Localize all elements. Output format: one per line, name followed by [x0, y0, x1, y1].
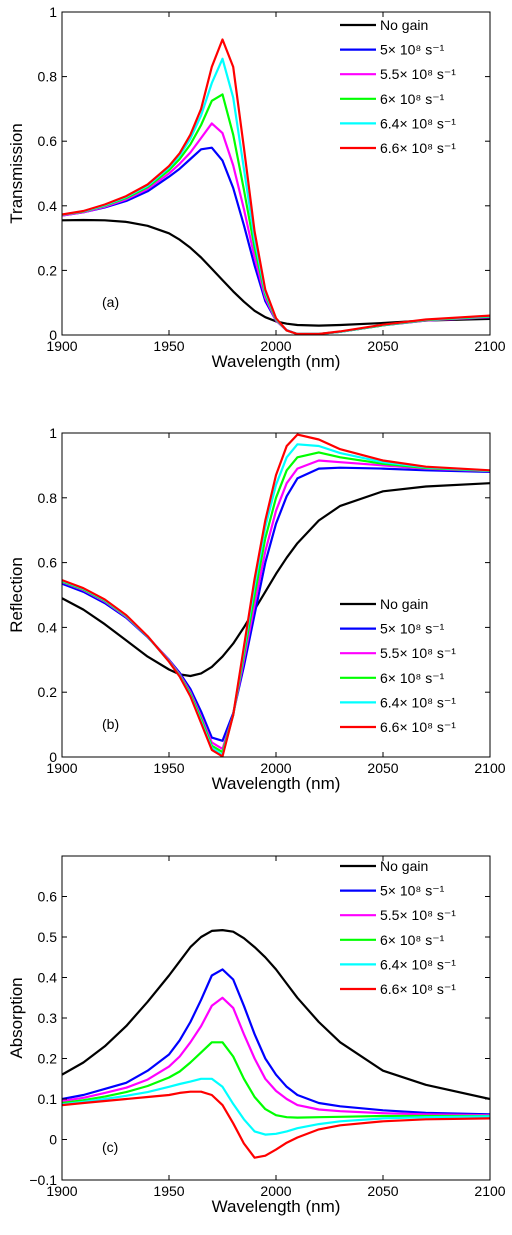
y-tick-label: 0.8 [38, 490, 58, 506]
y-axis-label: Absorption [7, 977, 26, 1058]
x-tick-label: 1900 [46, 1183, 77, 1199]
y-tick-label: 0.3 [38, 1010, 58, 1026]
y-axis-label: Transmission [7, 123, 26, 223]
y-tick-label: 1 [49, 425, 57, 441]
y-tick-label: 0.2 [38, 262, 58, 278]
series-line-g55 [62, 996, 490, 1117]
series-line-g6 [62, 1041, 490, 1119]
legend-entry: 5× 10⁸ s⁻¹ [380, 42, 445, 58]
x-tick-label: 2100 [474, 338, 505, 354]
legend-entry: No gain [380, 858, 428, 874]
x-tick-label: 2000 [260, 760, 291, 776]
y-tick-label: 0.6 [38, 889, 58, 905]
x-tick-label: 2100 [474, 1183, 505, 1199]
y-tick-label: 0.4 [38, 619, 58, 635]
legend: No gain 5× 10⁸ s⁻¹ 5.5× 10⁸ s⁻¹ 6× 10⁸ s⁻¹ 6… [340, 17, 456, 156]
y-tick-label: 0.8 [38, 69, 58, 85]
x-axis-label: Wavelength (nm) [212, 1197, 341, 1216]
y-tick-label: −0.1 [29, 1172, 57, 1188]
legend-entry: 6.6× 10⁸ s⁻¹ [380, 981, 456, 997]
x-tick-label: 1950 [153, 338, 184, 354]
x-tick-label: 1900 [46, 760, 77, 776]
series-line-g64 [62, 1077, 490, 1136]
series-line-g66 [62, 38, 490, 335]
x-tick-label: 2000 [260, 338, 291, 354]
legend: No gain 5× 10⁸ s⁻¹ 5.5× 10⁸ s⁻¹ 6× 10⁸ s⁻¹ 6… [340, 596, 456, 735]
y-axis-label: Reflection [7, 557, 26, 633]
legend-entry: 6× 10⁸ s⁻¹ [380, 91, 445, 107]
y-tick-label: 0.6 [38, 555, 58, 571]
x-tick-label: 1950 [153, 1183, 184, 1199]
legend-entry: No gain [380, 17, 428, 33]
legend-entry: 5.5× 10⁸ s⁻¹ [380, 66, 456, 82]
y-tick-label: 0 [49, 749, 57, 765]
x-tick-label: 2050 [367, 338, 398, 354]
y-tick-label: 1 [49, 4, 57, 20]
legend-entry: 6.6× 10⁸ s⁻¹ [380, 719, 456, 735]
x-tick-label: 1900 [46, 338, 77, 354]
legend-entry: 5.5× 10⁸ s⁻¹ [380, 907, 456, 923]
series-line-g5 [62, 146, 490, 335]
panel-label: (b) [102, 716, 119, 732]
axes-box [61, 11, 491, 336]
x-tick-label: 2100 [474, 760, 505, 776]
legend-entry: 6.6× 10⁸ s⁻¹ [380, 140, 456, 156]
legend-entry: 5× 10⁸ s⁻¹ [380, 883, 445, 899]
series-line-no-gain [62, 928, 490, 1101]
legend-entry: 6× 10⁸ s⁻¹ [380, 670, 445, 686]
y-tick-label: 0.5 [38, 929, 58, 945]
chart-panel-3: 1900 1950 2000 2050 2100 −0.1 0 0.1 0.2 0.3 0.4 0.5… [7, 855, 506, 1216]
legend-entry: 6.4× 10⁸ s⁻¹ [380, 115, 456, 131]
x-tick-label: 1950 [153, 760, 184, 776]
legend-entry: 5.5× 10⁸ s⁻¹ [380, 645, 456, 661]
y-tick-label: 0.1 [38, 1091, 58, 1107]
chart-panel-1: 1900 1950 2000 2050 2100 0 0.2 0.4 0.6 0.8 1 Wavele… [7, 4, 506, 371]
chart-panel-2: 1900 1950 2000 2050 2100 0 0.2 0.4 0.6 0.8 1 Wavele… [7, 425, 506, 793]
y-tick-label: 0.6 [38, 133, 58, 149]
y-tick-label: 0.4 [38, 970, 58, 986]
y-tick-label: 0.4 [38, 198, 58, 214]
series-line-g66 [62, 433, 490, 757]
x-tick-label: 2050 [367, 760, 398, 776]
y-tick-label: 0.2 [38, 684, 58, 700]
x-axis-label: Wavelength (nm) [212, 352, 341, 371]
y-tick-label: 0 [49, 1132, 57, 1148]
series-line-g5 [62, 968, 490, 1116]
legend: No gain 5× 10⁸ s⁻¹ 5.5× 10⁸ s⁻¹ 6× 10⁸ s⁻¹ 6… [340, 858, 456, 997]
panel-label: (a) [102, 294, 119, 310]
legend-entry: 5× 10⁸ s⁻¹ [380, 621, 445, 637]
x-tick-label: 2050 [367, 1183, 398, 1199]
series-line-g66 [62, 1090, 490, 1159]
panel-label: (c) [102, 1139, 118, 1155]
y-tick-label: 0 [49, 327, 57, 343]
series-line-no-gain [62, 482, 490, 678]
y-tick-label: 0.2 [38, 1051, 58, 1067]
axes-box [61, 855, 491, 1181]
series-line-no-gain [62, 218, 490, 327]
legend-entry: 6.4× 10⁸ s⁻¹ [380, 694, 456, 710]
legend-entry: 6.4× 10⁸ s⁻¹ [380, 956, 456, 972]
x-axis-label: Wavelength (nm) [212, 774, 341, 793]
x-tick-label: 2000 [260, 1183, 291, 1199]
legend-entry: 6× 10⁸ s⁻¹ [380, 932, 445, 948]
legend-entry: No gain [380, 596, 428, 612]
